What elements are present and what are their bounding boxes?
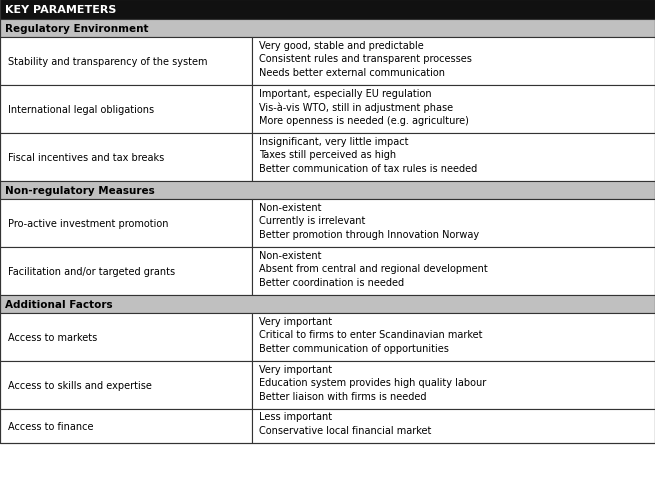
Text: Important, especially EU regulation: Important, especially EU regulation <box>259 88 432 99</box>
Bar <box>0 313 252 361</box>
Text: Access to finance: Access to finance <box>8 421 94 431</box>
Text: Currently is irrelevant: Currently is irrelevant <box>259 216 365 226</box>
Text: Better promotion through Innovation Norway: Better promotion through Innovation Norw… <box>259 229 479 240</box>
Text: Insignificant, very little impact: Insignificant, very little impact <box>259 136 408 146</box>
Text: Absent from central and regional development: Absent from central and regional develop… <box>259 264 487 274</box>
Text: Taxes still perceived as high: Taxes still perceived as high <box>259 150 396 160</box>
Text: Vis-à-vis WTO, still in adjustment phase: Vis-à-vis WTO, still in adjustment phase <box>259 102 453 112</box>
Text: Non-existent: Non-existent <box>259 250 321 260</box>
Bar <box>0 86 252 134</box>
Text: International legal obligations: International legal obligations <box>8 105 154 115</box>
Text: Very important: Very important <box>259 364 332 374</box>
Bar <box>252 313 655 361</box>
Text: Better coordination is needed: Better coordination is needed <box>259 277 404 287</box>
Bar <box>0 38 252 86</box>
Bar <box>0 200 252 247</box>
Text: Very important: Very important <box>259 316 332 326</box>
Bar <box>252 200 655 247</box>
Text: Stability and transparency of the system: Stability and transparency of the system <box>8 57 208 67</box>
Text: Conservative local financial market: Conservative local financial market <box>259 425 431 435</box>
Bar <box>252 38 655 86</box>
Text: Education system provides high quality labour: Education system provides high quality l… <box>259 378 486 387</box>
Text: Needs better external communication: Needs better external communication <box>259 68 445 78</box>
Text: Very good, stable and predictable: Very good, stable and predictable <box>259 41 424 50</box>
Bar <box>252 361 655 409</box>
Text: Better liaison with firms is needed: Better liaison with firms is needed <box>259 391 426 401</box>
Bar <box>0 361 252 409</box>
Bar <box>0 0 655 20</box>
Text: Less important: Less important <box>259 412 332 422</box>
Text: Facilitation and/or targeted grants: Facilitation and/or targeted grants <box>8 266 175 276</box>
Text: Regulatory Environment: Regulatory Environment <box>5 24 149 34</box>
Text: Fiscal incentives and tax breaks: Fiscal incentives and tax breaks <box>8 153 164 163</box>
Text: More openness is needed (e.g. agriculture): More openness is needed (e.g. agricultur… <box>259 116 468 126</box>
Bar <box>0 20 655 38</box>
Bar <box>252 134 655 182</box>
Bar <box>0 247 252 295</box>
Text: KEY PARAMETERS: KEY PARAMETERS <box>5 5 117 15</box>
Bar <box>0 409 252 443</box>
Text: Consistent rules and transparent processes: Consistent rules and transparent process… <box>259 54 472 64</box>
Text: Non-existent: Non-existent <box>259 202 321 212</box>
Text: Pro-active investment promotion: Pro-active investment promotion <box>8 219 168 228</box>
Bar <box>252 247 655 295</box>
Bar <box>0 134 252 182</box>
Text: Critical to firms to enter Scandinavian market: Critical to firms to enter Scandinavian … <box>259 329 482 340</box>
Text: Access to skills and expertise: Access to skills and expertise <box>8 380 152 390</box>
Text: Non-regulatory Measures: Non-regulatory Measures <box>5 185 155 196</box>
Bar <box>0 295 655 313</box>
Bar <box>0 182 655 200</box>
Bar <box>252 86 655 134</box>
Bar <box>252 409 655 443</box>
Text: Access to markets: Access to markets <box>8 332 97 342</box>
Text: Better communication of tax rules is needed: Better communication of tax rules is nee… <box>259 163 477 174</box>
Text: Additional Factors: Additional Factors <box>5 299 113 309</box>
Text: Better communication of opportunities: Better communication of opportunities <box>259 343 449 353</box>
